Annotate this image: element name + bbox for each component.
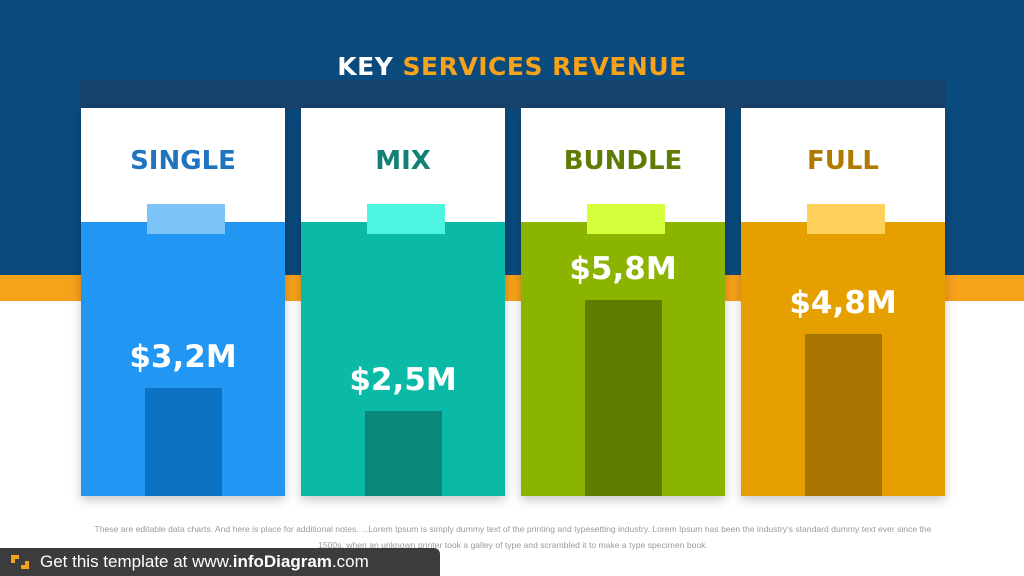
notes-text: These are editable data charts. And here…	[94, 524, 932, 550]
title-part-1: KEY	[337, 52, 394, 81]
value-label: $3,2M	[129, 339, 237, 375]
revenue-bar	[585, 300, 662, 496]
footer-bar[interactable]: Get this template at www.infoDiagram.com	[0, 548, 440, 576]
service-card-bundle: BUNDLE $5,8M	[521, 108, 725, 496]
value-label: $5,8M	[569, 251, 677, 287]
card-tab-marker	[147, 204, 225, 234]
footer-link-text[interactable]: Get this template at www.infoDiagram.com	[40, 552, 369, 572]
footer-suffix: .com	[331, 552, 369, 571]
service-card-single: SINGLE $3,2M	[81, 108, 285, 496]
card-body: $3,2M	[81, 222, 285, 496]
card-body: $5,8M	[521, 222, 725, 496]
value-label: $4,8M	[789, 285, 897, 321]
card-title: BUNDLE	[563, 146, 683, 176]
revenue-bar	[805, 334, 882, 496]
card-tab-marker	[807, 204, 885, 234]
card-header: MIX	[301, 108, 505, 222]
title-part-2: SERVICES REVENUE	[402, 52, 687, 81]
card-body: $2,5M	[301, 222, 505, 496]
card-header: SINGLE	[81, 108, 285, 222]
card-header: BUNDLE	[521, 108, 725, 222]
card-body: $4,8M	[741, 222, 945, 496]
footer-brand: infoDiagram	[232, 552, 332, 571]
footer-prefix: Get this template at www.	[40, 552, 233, 571]
service-card-mix: MIX $2,5M	[301, 108, 505, 496]
value-label: $2,5M	[349, 362, 457, 398]
service-card-full: FULL $4,8M	[741, 108, 945, 496]
infodiagram-logo-icon	[11, 555, 29, 569]
slide-title: KEY SERVICES REVENUE	[0, 52, 1024, 81]
card-tab-marker	[367, 204, 445, 234]
card-tab-marker	[587, 204, 665, 234]
card-title: MIX	[375, 146, 431, 176]
revenue-bar	[145, 388, 222, 496]
card-title: FULL	[806, 146, 879, 176]
revenue-bar	[365, 411, 442, 496]
card-header: FULL	[741, 108, 945, 222]
card-title: SINGLE	[130, 146, 236, 176]
panel-backdrop	[80, 80, 946, 110]
